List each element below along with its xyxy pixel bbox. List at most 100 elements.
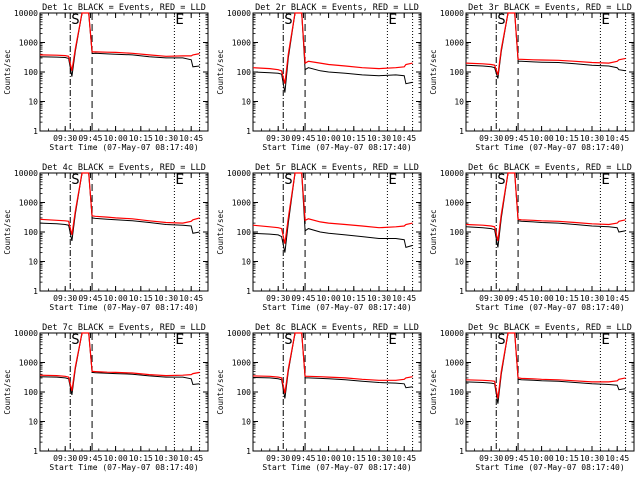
y-tick-label: 100 xyxy=(237,68,252,77)
y-tick-label: 1 xyxy=(459,287,464,296)
x-tick-label: 09:45 xyxy=(78,134,102,143)
x-tick-label: 10:00 xyxy=(317,134,341,143)
y-tick-label: 10000 xyxy=(227,9,251,18)
marker-letter-e: E xyxy=(388,332,396,348)
y-tick-label: 1000 xyxy=(232,199,251,208)
y-axis-label: Counts/sec xyxy=(216,369,225,414)
panel-title: Det 2r BLACK = Events, RED = LLD xyxy=(255,3,419,13)
x-axis-label: Start Time (07-May-07 08:17:40) xyxy=(262,143,411,152)
x-tick-label: 09:30 xyxy=(266,134,290,143)
x-tick-label: 10:15 xyxy=(129,454,153,463)
y-tick-label: 10 xyxy=(454,258,464,267)
panel-title: Det 9c BLACK = Events, RED = LLD xyxy=(468,323,632,333)
y-tick-label: 100 xyxy=(450,388,465,397)
y-tick-label: 100 xyxy=(237,388,252,397)
panel-title: Det 8c BLACK = Events, RED = LLD xyxy=(255,323,419,333)
panel-det-1: Det 1c BLACK = Events, RED = LLD10000100… xyxy=(3,3,209,152)
x-axis-label: Start Time (07-May-07 08:17:40) xyxy=(262,463,411,472)
y-tick-label: 10 xyxy=(241,258,251,267)
y-tick-label: 1000 xyxy=(232,359,251,368)
marker-letter-e: E xyxy=(175,12,183,28)
series-lld-line xyxy=(465,172,626,242)
panel-title: Det 5r BLACK = Events, RED = LLD xyxy=(255,163,419,173)
x-tick-label: 10:15 xyxy=(129,294,153,303)
x-tick-label: 10:45 xyxy=(179,454,203,463)
plot-frame xyxy=(465,12,635,132)
plot-frame xyxy=(39,172,209,292)
marker-letter-e: E xyxy=(388,12,396,28)
y-tick-label: 100 xyxy=(237,228,252,237)
y-axis-label: Counts/sec xyxy=(429,209,438,254)
x-tick-label: 10:00 xyxy=(317,454,341,463)
panel-title: Det 1c BLACK = Events, RED = LLD xyxy=(42,3,206,13)
series-lld-line xyxy=(465,332,626,399)
x-tick-label: 09:45 xyxy=(291,134,315,143)
marker-letter-s: S xyxy=(497,332,505,348)
x-tick-label: 09:30 xyxy=(479,294,503,303)
marker-letter-s: S xyxy=(284,12,292,28)
plot-frame xyxy=(39,12,209,132)
x-axis-label: Start Time (07-May-07 08:17:40) xyxy=(475,143,624,152)
y-tick-label: 10 xyxy=(454,418,464,427)
marker-letter-e: E xyxy=(175,332,183,348)
x-tick-label: 09:30 xyxy=(53,454,77,463)
x-tick-label: 09:30 xyxy=(53,134,77,143)
x-tick-label: 10:45 xyxy=(605,134,629,143)
y-tick-label: 1000 xyxy=(19,199,38,208)
x-tick-label: 09:30 xyxy=(479,134,503,143)
panel-title: Det 7c BLACK = Events, RED = LLD xyxy=(42,323,206,333)
marker-letter-s: S xyxy=(71,12,79,28)
y-tick-label: 1 xyxy=(246,287,251,296)
x-tick-label: 10:45 xyxy=(605,294,629,303)
series-events-line xyxy=(465,12,626,79)
x-tick-label: 10:15 xyxy=(342,454,366,463)
y-axis-label: Counts/sec xyxy=(429,369,438,414)
x-tick-label: 10:30 xyxy=(154,134,178,143)
x-axis-label: Start Time (07-May-07 08:17:40) xyxy=(475,303,624,312)
x-tick-label: 09:30 xyxy=(479,454,503,463)
series-lld-line xyxy=(39,172,200,236)
y-tick-label: 10000 xyxy=(440,329,464,338)
y-tick-label: 1000 xyxy=(19,39,38,48)
y-tick-label: 10 xyxy=(241,418,251,427)
y-tick-label: 10000 xyxy=(440,169,464,178)
series-events-line xyxy=(252,12,413,93)
y-axis-label: Counts/sec xyxy=(216,49,225,94)
y-tick-label: 100 xyxy=(450,228,465,237)
x-tick-label: 09:45 xyxy=(504,294,528,303)
x-axis-label: Start Time (07-May-07 08:17:40) xyxy=(475,463,624,472)
y-tick-label: 10000 xyxy=(440,9,464,18)
series-lld-line xyxy=(252,12,413,84)
x-axis-label: Start Time (07-May-07 08:17:40) xyxy=(49,143,198,152)
x-tick-label: 10:00 xyxy=(317,294,341,303)
y-tick-label: 1 xyxy=(459,447,464,456)
x-tick-label: 09:45 xyxy=(291,294,315,303)
x-tick-label: 10:00 xyxy=(104,294,128,303)
y-tick-label: 10 xyxy=(28,418,38,427)
x-tick-label: 10:45 xyxy=(179,134,203,143)
panel-det-4: Det 4c BLACK = Events, RED = LLD10000100… xyxy=(3,163,209,312)
panel-det-5: Det 5r BLACK = Events, RED = LLD10000100… xyxy=(216,163,422,312)
x-tick-label: 10:30 xyxy=(580,134,604,143)
x-tick-label: 09:30 xyxy=(266,454,290,463)
x-tick-label: 10:00 xyxy=(104,134,128,143)
panel-det-9: Det 9c BLACK = Events, RED = LLD10000100… xyxy=(429,323,635,472)
y-tick-label: 10000 xyxy=(227,329,251,338)
x-tick-label: 10:00 xyxy=(530,454,554,463)
x-tick-label: 10:00 xyxy=(530,134,554,143)
plot-frame xyxy=(39,332,209,452)
marker-letter-s: S xyxy=(71,332,79,348)
y-tick-label: 10 xyxy=(454,98,464,107)
marker-letter-e: E xyxy=(601,12,609,28)
y-tick-label: 1000 xyxy=(445,199,464,208)
series-events-line xyxy=(465,172,626,248)
y-tick-label: 10000 xyxy=(14,329,38,338)
x-tick-label: 10:30 xyxy=(367,134,391,143)
x-tick-label: 10:00 xyxy=(530,294,554,303)
marker-letter-s: S xyxy=(497,172,505,188)
series-events-line xyxy=(39,172,200,242)
y-tick-label: 1 xyxy=(246,447,251,456)
y-tick-label: 10000 xyxy=(227,169,251,178)
series-lld-line xyxy=(39,12,200,71)
